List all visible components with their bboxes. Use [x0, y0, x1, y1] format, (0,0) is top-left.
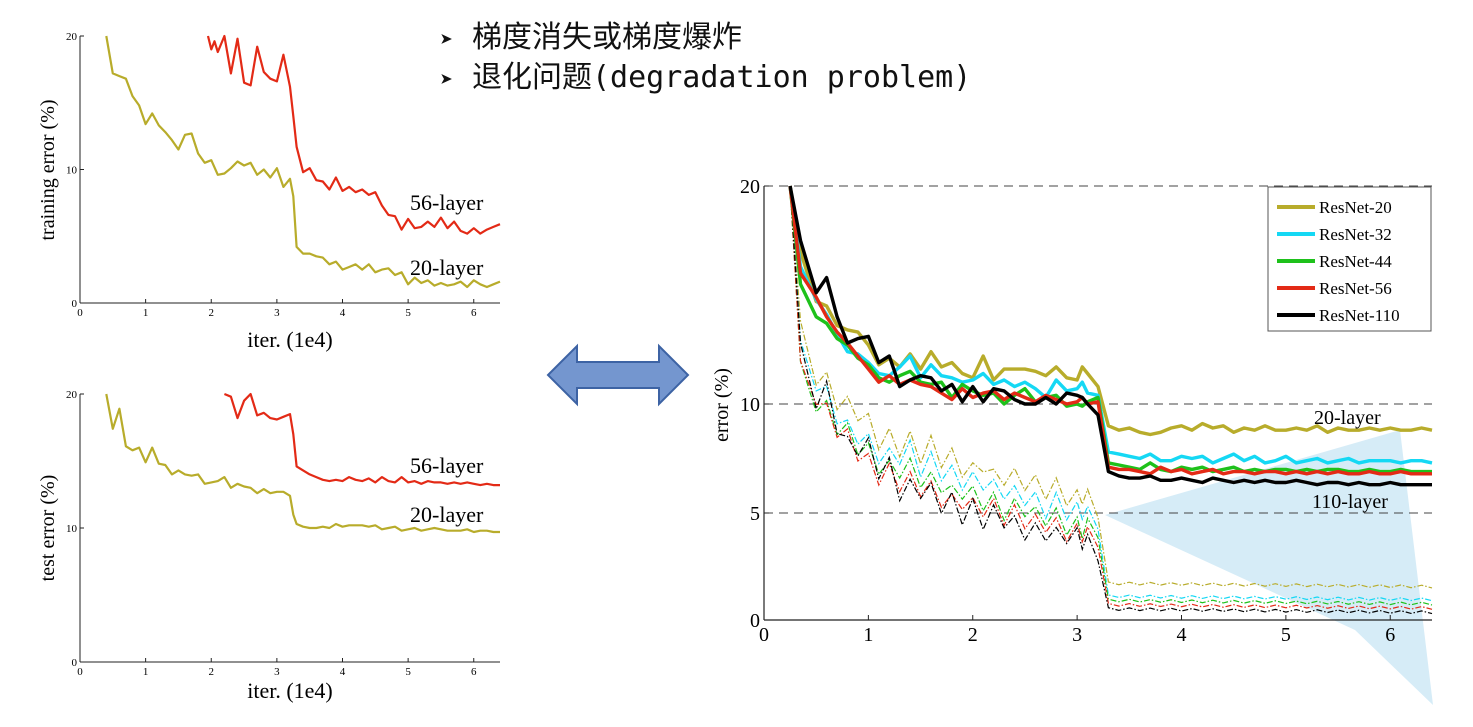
- double-arrow-icon: [546, 343, 690, 407]
- x-tick-label: 4: [1177, 624, 1187, 646]
- x-tick-label: 6: [1385, 624, 1395, 646]
- series-label-56-layer: 56-layer: [410, 453, 484, 478]
- resnet-plot-area: 0 1 2 3 4 5 6 0 5 10 20: [740, 176, 1433, 646]
- series-line-ResNet-110: [788, 185, 1432, 487]
- train-curve-ResNet-20: [789, 185, 1433, 589]
- x-tick-label: 6: [471, 666, 477, 678]
- bullet-item: ➤ 梯度消失或梯度爆炸: [440, 18, 971, 58]
- x-tick-label: 4: [340, 307, 346, 319]
- bullet-list: ➤ 梯度消失或梯度爆炸 ➤ 退化问题(degradation problem): [440, 18, 971, 98]
- series-line-56-layer: [223, 392, 500, 487]
- train-curve-ResNet-32: [789, 185, 1433, 602]
- y-tick-label: 20: [66, 389, 78, 401]
- bullet-text: 退化问题(degradation problem): [472, 60, 972, 95]
- x-tick-label: 6: [471, 307, 477, 319]
- x-tick-label: 1: [143, 666, 149, 678]
- y-tick-label: 10: [66, 523, 78, 535]
- legend: ResNet-20 ResNet-32 ResNet-44 ResNet-56 ResN…: [1267, 186, 1432, 332]
- x-tick-label: 2: [968, 624, 978, 646]
- highlight-shade: [1105, 430, 1433, 705]
- y-axis-label: test error (%): [37, 475, 59, 582]
- training-error-plot-area: 0 1 2 3 4 5 6 0 10 20 20-layer 56-layer: [66, 31, 501, 319]
- x-tick-label: 1: [143, 307, 149, 319]
- x-tick-label: 1: [863, 624, 873, 646]
- train-curve-ResNet-44: [789, 185, 1433, 606]
- legend-label: ResNet-110: [1319, 306, 1400, 325]
- annotation-20-layer: 20-layer: [1314, 407, 1381, 429]
- bullet-item: ➤ 退化问题(degradation problem): [440, 58, 971, 98]
- annotation-110-layer: 110-layer: [1312, 491, 1388, 513]
- training-error-chart: training error (%) iter. (1e4) 0 1 2 3 4 5 6 0 1…: [37, 31, 501, 352]
- x-tick-label: 2: [209, 666, 215, 678]
- train-curve-ResNet-110: [789, 185, 1433, 615]
- train-curve-ResNet-56: [789, 185, 1433, 610]
- x-tick-label: 0: [759, 624, 769, 646]
- y-tick-label: 0: [72, 298, 78, 310]
- x-axis-label: iter. (1e4): [247, 327, 333, 352]
- y-tick-label: 10: [66, 165, 78, 177]
- resnet-error-chart: error (%) 0 1 2 3 4 5 6 0 5 10 20 20-layer 110-lay…: [711, 176, 1433, 705]
- y-axis-label: training error (%): [37, 99, 59, 240]
- series-label-56-layer: 56-layer: [410, 190, 484, 215]
- y-tick-label: 10: [740, 394, 760, 416]
- x-axis-label: iter. (1e4): [247, 678, 333, 703]
- series-line-56-layer: [206, 34, 501, 235]
- y-tick-label: 20: [66, 31, 78, 43]
- bullet-text: 梯度消失或梯度爆炸: [472, 20, 742, 55]
- legend-label: ResNet-44: [1319, 252, 1392, 271]
- x-tick-label: 0: [77, 307, 83, 319]
- x-tick-label: 5: [405, 307, 411, 319]
- bullet-arrow-icon: ➤: [440, 68, 454, 93]
- y-axis-label: error (%): [711, 368, 733, 442]
- y-tick-label: 0: [750, 610, 760, 632]
- x-tick-label: 0: [77, 666, 83, 678]
- x-tick-label: 2: [209, 307, 215, 319]
- y-tick-label: 0: [72, 657, 78, 669]
- x-tick-label: 3: [1072, 624, 1082, 646]
- series-label-20-layer: 20-layer: [410, 255, 484, 280]
- x-tick-label: 5: [1281, 624, 1291, 646]
- y-tick-label: 20: [740, 176, 760, 198]
- bullet-arrow-icon: ➤: [440, 28, 454, 53]
- x-tick-label: 3: [274, 307, 280, 319]
- series-line-20-layer: [105, 35, 501, 289]
- series-label-20-layer: 20-layer: [410, 502, 484, 527]
- test-error-chart: test error (%) iter. (1e4) 0 1 2 3 4 5 6 0 10 20 2…: [37, 389, 500, 703]
- test-error-plot-area: 0 1 2 3 4 5 6 0 10 20 20-layer 56-layer: [66, 389, 500, 678]
- series-line-ResNet-32: [788, 185, 1433, 465]
- x-tick-label: 5: [405, 666, 411, 678]
- x-tick-label: 4: [340, 666, 346, 678]
- legend-label: ResNet-20: [1319, 198, 1392, 217]
- x-tick-label: 3: [274, 666, 280, 678]
- y-tick-label: 5: [750, 503, 760, 525]
- legend-label: ResNet-56: [1319, 279, 1392, 298]
- legend-label: ResNet-32: [1319, 225, 1392, 244]
- series-line-20-layer: [105, 393, 500, 534]
